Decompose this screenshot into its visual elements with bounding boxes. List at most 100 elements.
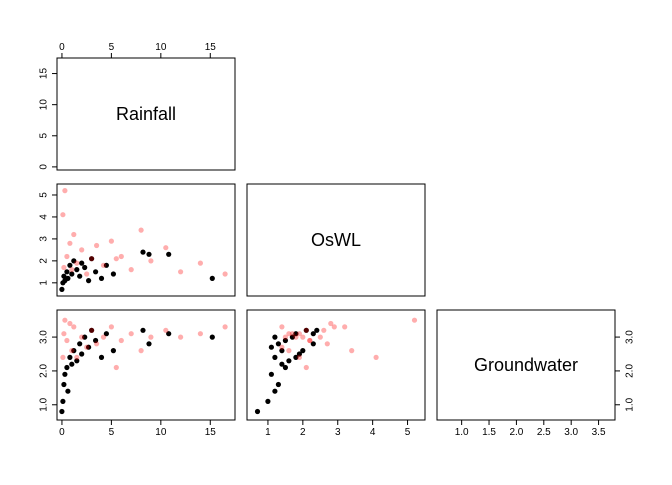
scatter-point (331, 324, 337, 330)
oswl-bottom-axis-tick-label: 3 (335, 427, 341, 438)
rainfall-left-axis-tick-label: 0 (39, 164, 50, 170)
scatter-point (98, 354, 105, 360)
scatter-point (300, 334, 306, 340)
scatter-point (254, 408, 261, 415)
scatter-point (64, 253, 70, 260)
oswl-left-axis-tick-label: 2 (39, 258, 50, 264)
scatter-point (79, 260, 85, 266)
scatter-point (74, 354, 80, 360)
scatter-point (59, 286, 65, 292)
scatter-point (279, 344, 285, 350)
panel-frame-0-0 (56, 57, 236, 171)
groundwater-bottom-axis-tick-label: 1.0 (455, 427, 469, 438)
scatter-point (209, 334, 215, 340)
rainfall-top-axis-tick-label: 0 (59, 42, 65, 53)
scatter-point (148, 334, 154, 340)
scatter-point (62, 188, 68, 194)
scatter-point (373, 354, 379, 360)
diagonal-label-groundwater: Groundwater (474, 355, 578, 375)
scatter-point (296, 354, 302, 360)
scatter-point (60, 212, 66, 218)
scatter-point (140, 327, 146, 333)
scatter-point (342, 324, 348, 330)
scatter-point (77, 341, 83, 347)
rainfall-bottom-axis-tick-label: 0 (59, 427, 65, 438)
scatter-point (275, 341, 281, 347)
scatter-point (94, 242, 100, 249)
scatter-point (279, 348, 285, 354)
groundwater-bottom-axis-tick-label: 1.5 (482, 427, 496, 438)
groundwater-left-axis-tick-label: 3.0 (39, 330, 50, 344)
scatter-point (94, 341, 100, 347)
scatter-point (140, 249, 146, 255)
groundwater-bottom-axis-tick-label: 3.5 (592, 427, 606, 438)
scatter-point (62, 317, 68, 323)
scatter-point (310, 341, 316, 347)
scatter-point (197, 260, 203, 266)
oswl-bottom-axis-tick-label: 1 (265, 427, 271, 438)
scatter-point (293, 354, 299, 360)
oswl-bottom-axis-tick-label: 2 (300, 427, 306, 438)
scatter-point (146, 251, 152, 257)
scatter-point (71, 258, 77, 264)
groundwater-left-axis-tick-label: 2.0 (39, 364, 50, 378)
diagonal-label-oswl: OsWL (311, 230, 361, 250)
scatter-point (110, 348, 116, 354)
oswl-left-axis-tick-label: 4 (39, 214, 50, 220)
scatter-point (307, 337, 313, 344)
panel-frame-2-2 (436, 309, 616, 421)
scatter-point (128, 267, 134, 273)
scatter-point (93, 337, 99, 344)
scatter-point (89, 256, 95, 262)
rainfall-bottom-axis-tick-label: 5 (109, 427, 115, 438)
oswl-left-axis-tick-label: 5 (39, 192, 50, 198)
rainfall-left-axis-tick-label: 5 (39, 133, 50, 139)
scatter-point (74, 267, 80, 273)
scatter-point (61, 381, 67, 388)
scatter-point (71, 231, 77, 238)
scatter-point (178, 269, 184, 275)
scatter-point (138, 227, 144, 233)
scatter-point (310, 331, 316, 337)
scatter-point (61, 331, 67, 337)
scatter-point (314, 327, 320, 333)
scatter-point (303, 364, 309, 371)
scatter-point (411, 317, 418, 323)
panel-frame-1-1 (246, 183, 426, 297)
scatter-point (86, 344, 92, 350)
oswl-bottom-axis-tick-label: 4 (370, 427, 376, 438)
scatter-point (300, 348, 306, 354)
scatter-point (163, 327, 169, 333)
groundwater-bottom-axis-tick-label: 3.0 (564, 427, 578, 438)
rainfall-bottom-axis-tick-label: 15 (205, 427, 217, 438)
scatter-point (296, 351, 302, 357)
scatter-point (98, 275, 105, 281)
scatter-point (113, 256, 119, 262)
scatter-point (275, 381, 281, 388)
groundwater-bottom-axis-tick-label: 2.5 (537, 427, 551, 438)
scatter-point (89, 256, 95, 262)
rainfall-top-axis-tick-label: 15 (205, 42, 217, 53)
scatter-point (118, 337, 124, 344)
scatter-point (289, 334, 295, 340)
scatter-point (74, 260, 80, 266)
scatter-point (108, 238, 114, 244)
scatter-point (61, 273, 67, 279)
oswl-left-axis-tick-label: 3 (39, 236, 50, 242)
scatter-point (279, 324, 285, 330)
scatter-point (59, 408, 65, 415)
panel-frame-1-0 (56, 183, 236, 297)
scatter-point (286, 348, 292, 354)
scatter-point (60, 398, 66, 404)
scatter-point (113, 364, 119, 371)
scatter-point (303, 327, 309, 333)
rainfall-left-axis-tick-label: 10 (39, 99, 50, 111)
scatter-point (324, 341, 330, 347)
scatter-point (79, 334, 85, 340)
groundwater-right-axis-tick-label: 2.0 (625, 364, 636, 378)
groundwater-bottom-axis-tick-label: 2.0 (509, 427, 523, 438)
scatter-point (69, 348, 75, 354)
scatter-point (64, 364, 70, 371)
